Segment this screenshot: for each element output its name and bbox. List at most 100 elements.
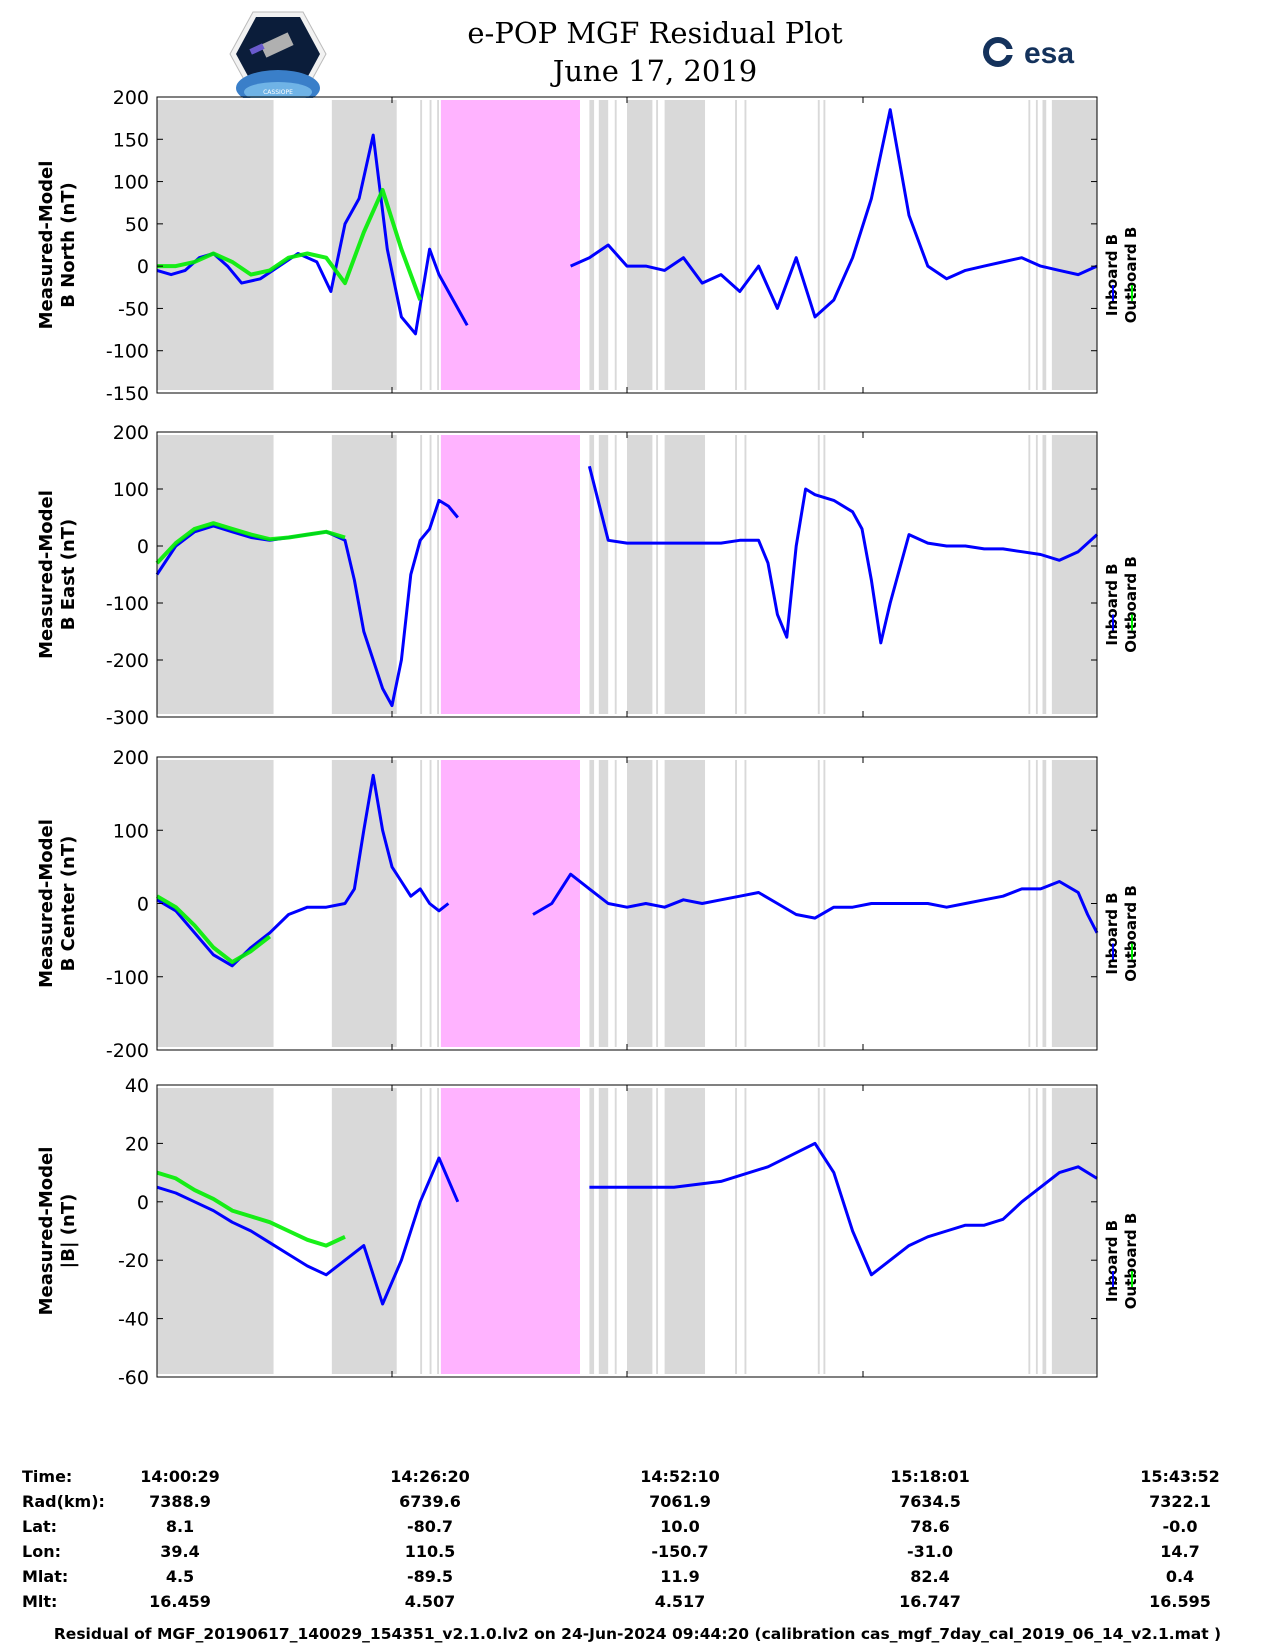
calibration-band	[440, 435, 580, 714]
lat-value: 78.6	[910, 1517, 950, 1536]
series-inboard-line	[156, 1141, 1098, 1306]
data-gap-band	[1051, 760, 1097, 1047]
data-gap-band	[664, 435, 706, 714]
y-tick-label: 200	[113, 87, 149, 109]
data-gap-band	[735, 760, 737, 1047]
y-tick-label: 100	[113, 479, 149, 501]
data-gap-band	[735, 1088, 737, 1374]
calibration-band	[440, 760, 580, 1047]
lat-value: -80.7	[406, 1517, 454, 1536]
row-label-mlat: Mlat:	[22, 1567, 69, 1586]
y-axis-label: Measured-ModelB North (nT)	[36, 161, 79, 330]
orbit-info-table: Time: Rad(km): Lat: Lon: Mlat: Mlt: 14:0…	[22, 1467, 1252, 1627]
data-gap-band	[157, 435, 274, 714]
data-gap-band	[817, 435, 820, 714]
y-tick-label: 50	[125, 214, 149, 236]
data-gap-band	[420, 435, 423, 714]
lat-value: -0.0	[1162, 1517, 1198, 1536]
y-tick-label: 0	[137, 894, 149, 916]
y-tick-label: -100	[106, 967, 149, 989]
data-gap-band	[1035, 100, 1038, 390]
data-gap-band	[429, 435, 432, 714]
data-gap-band	[598, 760, 609, 1047]
data-gap-band	[157, 760, 274, 1047]
data-gap-band	[1028, 100, 1031, 390]
data-gap-band	[627, 435, 653, 714]
time-value: 15:18:01	[890, 1467, 970, 1486]
data-gap-band	[744, 760, 747, 1047]
mlat-value: 11.9	[660, 1567, 700, 1586]
lon-value: 110.5	[404, 1542, 456, 1561]
y-tick-label: -60	[118, 1367, 149, 1389]
esa-logo: esa	[983, 37, 1074, 70]
footer-caption: Residual of MGF_20190617_140029_154351_v…	[53, 1625, 1222, 1643]
data-gap-band	[656, 1088, 659, 1374]
data-gap-band	[1051, 1088, 1097, 1374]
y-tick-label: 200	[113, 422, 149, 444]
time-value: 14:26:20	[390, 1467, 470, 1486]
series-outboard-line	[155, 894, 272, 965]
data-gap-band	[664, 100, 706, 390]
data-gap-band	[598, 1088, 609, 1374]
data-gap-band	[817, 100, 820, 390]
y-tick-label: 200	[113, 747, 149, 769]
data-gap-band	[589, 1088, 595, 1374]
lon-value: 14.7	[1160, 1542, 1200, 1561]
row-label-lon: Lon:	[22, 1542, 61, 1561]
y-tick-label: 20	[125, 1133, 149, 1155]
mlat-value: 4.5	[165, 1567, 195, 1586]
panel-b-east: -300 -200 -100 0 100 200 Measured-ModelB East …	[36, 422, 1140, 729]
data-gap-band	[1035, 1088, 1038, 1374]
y-axis-label: Measured-Model|B| (nT)	[36, 1147, 79, 1316]
data-gap-band	[735, 100, 737, 390]
data-gap-band	[1051, 435, 1097, 714]
y-tick-label: -150	[106, 383, 149, 405]
data-gap-band	[1042, 435, 1047, 714]
data-gap-band	[823, 760, 826, 1047]
row-label-time: Time:	[22, 1467, 73, 1486]
data-gap-band	[656, 435, 659, 714]
data-gap-band	[1028, 1088, 1031, 1374]
cassiope-logo-text: CASSIOPE	[263, 89, 293, 96]
data-gap-band	[627, 1088, 653, 1374]
legend-label: Inboard BOutboard B	[1103, 1213, 1140, 1310]
data-gap-band	[656, 100, 659, 390]
mlt-value: 16.747	[899, 1592, 961, 1611]
legend-label: Inboard BOutboard B	[1103, 227, 1140, 324]
row-label-mlt: Mlt:	[22, 1592, 58, 1611]
y-tick-label: 0	[137, 256, 149, 278]
data-gap-band	[429, 1088, 432, 1374]
data-gap-band	[1042, 1088, 1047, 1374]
data-gap-band	[823, 100, 826, 390]
data-gap-band	[1028, 435, 1031, 714]
legend-label: Inboard BOutboard B	[1103, 885, 1140, 982]
data-gap-band	[331, 1088, 397, 1374]
data-gap-band	[420, 100, 423, 390]
esa-logo-text: esa	[1024, 37, 1074, 70]
lon-value: 39.4	[160, 1542, 200, 1561]
y-tick-label: -200	[106, 650, 149, 672]
data-gap-band	[437, 100, 439, 390]
series-outboard-line	[155, 521, 346, 565]
data-gap-band	[735, 435, 737, 714]
data-gap-band	[744, 1088, 747, 1374]
y-tick-label: -100	[106, 593, 149, 615]
y-tick-label: 100	[113, 172, 149, 194]
time-value: 14:52:10	[640, 1467, 720, 1486]
data-gap-band	[420, 1088, 423, 1374]
y-tick-label: -20	[118, 1250, 149, 1272]
data-gap-band	[331, 435, 397, 714]
data-gap-band	[614, 100, 617, 390]
y-tick-label: 0	[137, 1192, 149, 1214]
lat-value: 10.0	[660, 1517, 700, 1536]
cassiope-logo: CASSIOPE	[229, 11, 327, 98]
row-label-rad: Rad(km):	[22, 1492, 105, 1511]
y-tick-label: 100	[113, 820, 149, 842]
y-axis-label: Measured-ModelB East (nT)	[36, 490, 79, 659]
series-outboard-line	[157, 188, 423, 301]
mlat-value: 82.4	[910, 1567, 950, 1586]
y-tick-label: -50	[118, 298, 149, 320]
time-value: 15:43:52	[1140, 1467, 1220, 1486]
data-gap-band	[157, 1088, 274, 1374]
time-value: 14:00:29	[140, 1467, 220, 1486]
